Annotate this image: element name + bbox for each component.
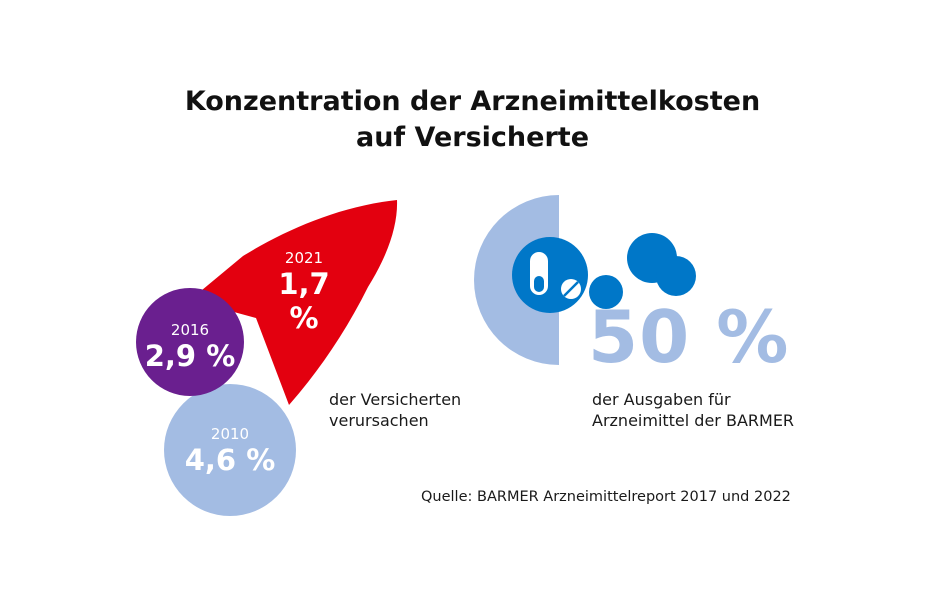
bubble-2010-label: 2010 4,6 %	[180, 425, 280, 477]
capsule-icon	[530, 252, 548, 295]
right-caption-line-1: der Ausgaben für	[592, 390, 731, 409]
bubble-2016	[136, 288, 244, 396]
medicine-icons	[512, 233, 696, 313]
rocket-shape	[190, 200, 398, 405]
tablet-icon	[561, 279, 581, 299]
page-title: Konzentration der Arzneimittelkosten auf…	[0, 84, 945, 156]
bubble-2010-year: 2010	[210, 425, 250, 443]
title-line-1: Konzentration der Arzneimittelkosten	[184, 86, 761, 117]
bubble-2010-value: 4,6 %	[184, 443, 276, 477]
left-caption-line-2: verursachen	[329, 411, 429, 430]
bubble-2010	[164, 384, 296, 516]
bubble-2021-label: 2021 1,7 %	[262, 249, 346, 335]
right-caption-line-2: Arzneimittel der BARMER	[592, 411, 795, 430]
source-note: Quelle: BARMER Arzneimittelreport 2017 u…	[421, 489, 791, 505]
bubble-2016-year: 2016	[170, 321, 210, 339]
bubble-2016-label: 2016 2,9 %	[142, 321, 238, 373]
fifty-percent-value: 50 %	[588, 295, 790, 379]
bubble-2016-value: 2,9 %	[144, 339, 236, 373]
bubble-2021-year: 2021	[284, 249, 324, 267]
title-line-2: auf Versicherte	[355, 122, 590, 153]
left-caption: der Versicherten verursachen	[329, 389, 461, 431]
right-caption: der Ausgaben für Arzneimittel der BARMER	[592, 389, 794, 431]
left-caption-line-1: der Versicherten	[329, 390, 462, 409]
bubble-2021-value: 1,7 %	[278, 267, 330, 335]
pills-circle	[512, 237, 588, 313]
